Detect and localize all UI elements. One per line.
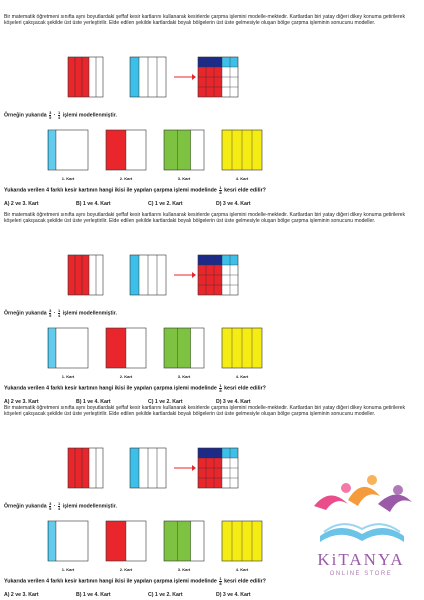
result-grid	[197, 254, 239, 296]
model-figure	[67, 56, 239, 98]
option-b[interactable]: B) 1 ve 4. Kart	[76, 592, 111, 598]
option-a[interactable]: A) 2 ve 3. Kart	[4, 592, 39, 598]
card-2-label: 2. Kart	[120, 567, 133, 572]
card-2: 2. Kart	[105, 327, 147, 379]
card-4-label: 4. Kart	[236, 176, 249, 181]
option-c[interactable]: C) 1 ve 2. Kart	[148, 592, 183, 598]
question-text: Yukarıda verilen 4 farklı kesir kartının…	[4, 383, 266, 393]
card-2-label: 2. Kart	[120, 176, 133, 181]
fraction-cards: 1. Kart 2. Kart 3. Kart	[47, 520, 263, 572]
card-3-label: 3. Kart	[178, 567, 191, 572]
red-three-fifths-card	[67, 447, 104, 489]
card-1-label: 1. Kart	[62, 176, 75, 181]
example-prefix: Örneğin yukarıda	[4, 112, 47, 119]
logo-subtitle: ONLINE STORE	[329, 571, 393, 577]
arrow-right-icon	[174, 74, 196, 80]
example-suffix: işlemi modellenmiştir.	[62, 503, 117, 510]
card-4: 4. Kart	[221, 129, 263, 181]
result-grid	[197, 447, 239, 489]
card-3: 3. Kart	[163, 327, 205, 379]
kitanya-logo	[300, 466, 424, 600]
card-4-label: 4. Kart	[236, 374, 249, 379]
blue-one-quarter-card	[129, 254, 167, 296]
card-4-label: 4. Kart	[236, 567, 249, 572]
example-prefix: Örneğin yukarıda	[4, 310, 47, 317]
option-d[interactable]: D) 3 ve 4. Kart	[216, 201, 251, 207]
card-1: 1. Kart	[47, 327, 89, 379]
option-a[interactable]: A) 2 ve 3. Kart	[4, 399, 39, 405]
blue-one-quarter-card	[129, 56, 167, 98]
example-suffix: işlemi modellenmiştir.	[62, 310, 117, 317]
card-2: 2. Kart	[105, 129, 147, 181]
card-1-label: 1. Kart	[62, 374, 75, 379]
option-a[interactable]: A) 2 ve 3. Kart	[4, 201, 39, 207]
arrow-right-icon	[174, 465, 196, 471]
card-4: 4. Kart	[221, 520, 263, 572]
fraction-cards: 1. Kart 2. Kart 3. Kart	[47, 327, 263, 379]
example-suffix: işlemi modellenmiştir.	[62, 112, 117, 119]
logo-name: KiTANYA	[317, 550, 405, 569]
card-4: 4. Kart	[221, 327, 263, 379]
card-2-label: 2. Kart	[120, 374, 133, 379]
card-3: 3. Kart	[163, 129, 205, 181]
result-grid	[197, 56, 239, 98]
model-figure	[67, 254, 239, 296]
card-3-label: 3. Kart	[178, 374, 191, 379]
card-3-label: 3. Kart	[178, 176, 191, 181]
option-c[interactable]: C) 1 ve 2. Kart	[148, 201, 183, 207]
card-2: 2. Kart	[105, 520, 147, 572]
option-b[interactable]: B) 1 ve 4. Kart	[76, 201, 111, 207]
example-prefix: Örneğin yukarıda	[4, 503, 47, 510]
card-3: 3. Kart	[163, 520, 205, 572]
option-b[interactable]: B) 1 ve 4. Kart	[76, 399, 111, 405]
card-1-label: 1. Kart	[62, 567, 75, 572]
card-1: 1. Kart	[47, 520, 89, 572]
problem-paragraph: Bir matematik öğretmeni sınıfta aynı boy…	[4, 212, 406, 225]
red-three-fifths-card	[67, 56, 104, 98]
question-text: Yukarıda verilen 4 farklı kesir kartının…	[4, 576, 266, 586]
problem-paragraph: Bir matematik öğretmeni sınıfta aynı boy…	[4, 14, 406, 27]
model-figure	[67, 447, 239, 489]
red-three-fifths-card	[67, 254, 104, 296]
option-d[interactable]: D) 3 ve 4. Kart	[216, 592, 251, 598]
problem-paragraph: Bir matematik öğretmeni sınıfta aynı boy…	[4, 405, 406, 418]
blue-one-quarter-card	[129, 447, 167, 489]
question-text: Yukarıda verilen 4 farklı kesir kartının…	[4, 185, 266, 195]
fraction-cards: 1. Kart 2. Kart 3. Kart	[47, 129, 263, 181]
option-c[interactable]: C) 1 ve 2. Kart	[148, 399, 183, 405]
option-d[interactable]: D) 3 ve 4. Kart	[216, 399, 251, 405]
card-1: 1. Kart	[47, 129, 89, 181]
arrow-right-icon	[174, 272, 196, 278]
book-people-icon	[314, 475, 412, 542]
